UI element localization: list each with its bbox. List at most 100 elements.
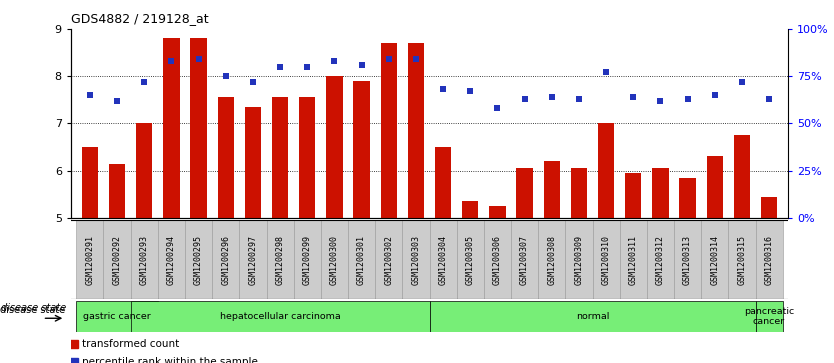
Bar [299,97,315,218]
Point [626,94,640,100]
Bar [647,220,674,299]
Bar [484,220,511,299]
Bar [244,107,261,218]
Text: GSM1200295: GSM1200295 [194,234,203,285]
Point [490,105,504,111]
Point [518,96,531,102]
Text: GSM1200297: GSM1200297 [249,234,258,285]
Text: GSM1200303: GSM1200303 [411,234,420,285]
Text: GSM1200302: GSM1200302 [384,234,394,285]
Bar [212,220,239,299]
Bar [218,97,234,218]
Bar [163,38,179,218]
Text: GSM1200293: GSM1200293 [140,234,148,285]
Point [600,70,613,76]
Point [300,64,314,70]
Text: GSM1200312: GSM1200312 [656,234,665,285]
Bar [538,220,565,299]
Text: GSM1200307: GSM1200307 [520,234,529,285]
Point [545,94,559,100]
Bar [326,76,343,218]
Bar [706,156,723,218]
Bar [490,206,505,218]
Bar [544,161,560,218]
Bar [565,220,592,299]
Text: percentile rank within the sample: percentile rank within the sample [82,357,258,363]
Bar [402,220,430,299]
Bar [680,178,696,218]
Bar [321,220,348,299]
Bar [462,201,479,218]
Text: hepatocellular carcinoma: hepatocellular carcinoma [219,312,340,321]
Text: GSM1200304: GSM1200304 [439,234,448,285]
Bar [354,81,369,218]
Text: GSM1200311: GSM1200311 [629,234,638,285]
Point [219,73,233,79]
Bar [430,301,756,332]
Point [736,79,749,85]
Bar [185,220,212,299]
Point [464,89,477,94]
Point [192,56,205,62]
Point [708,92,721,98]
Point [681,96,694,102]
Bar [103,220,131,299]
Bar [570,168,587,218]
Bar [701,220,728,299]
Bar [756,301,782,332]
Point [654,98,667,104]
Bar [158,220,185,299]
Point [572,96,585,102]
Bar [430,220,457,299]
Text: pancreatic
cancer: pancreatic cancer [744,307,794,326]
Bar [756,220,782,299]
Bar [511,220,538,299]
Bar [77,301,158,332]
Text: GSM1200306: GSM1200306 [493,234,502,285]
Bar [652,168,669,218]
Point [165,58,178,64]
Text: GSM1200298: GSM1200298 [275,234,284,285]
Text: GSM1200309: GSM1200309 [575,234,584,285]
Bar [131,220,158,299]
Bar [620,220,647,299]
Bar [674,220,701,299]
Bar [109,163,125,218]
Text: GSM1200291: GSM1200291 [85,234,94,285]
Text: transformed count: transformed count [82,339,179,349]
Bar [77,220,103,299]
Bar [348,220,375,299]
Bar [457,220,484,299]
Text: GSM1200310: GSM1200310 [601,234,610,285]
Point [83,92,97,98]
Text: normal: normal [575,312,609,321]
Point [382,56,395,62]
Bar [131,301,430,332]
Bar [728,220,756,299]
Point [436,86,450,92]
Point [355,62,369,68]
Point [762,96,776,102]
Text: disease state: disease state [0,305,65,315]
Bar [190,38,207,218]
Text: GSM1200316: GSM1200316 [765,234,774,285]
Bar [136,123,153,218]
Text: GSM1200315: GSM1200315 [737,234,746,285]
Bar [272,97,289,218]
Bar [239,220,267,299]
Bar [375,220,402,299]
Text: GSM1200299: GSM1200299 [303,234,312,285]
Bar [294,220,321,299]
Bar [82,147,98,218]
Point [246,79,259,85]
Point [409,56,423,62]
Bar [761,196,777,218]
Bar [267,220,294,299]
Point [328,58,341,64]
Bar [408,43,424,218]
Text: gastric cancer: gastric cancer [83,312,151,321]
Point [138,79,151,85]
Text: GSM1200313: GSM1200313 [683,234,692,285]
Bar [734,135,750,218]
Bar [516,168,533,218]
